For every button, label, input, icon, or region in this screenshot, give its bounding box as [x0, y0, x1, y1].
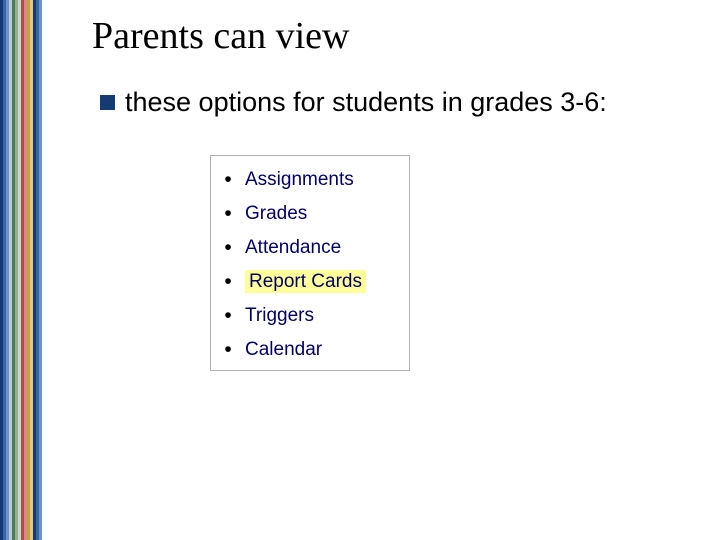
option-item[interactable]: •Triggers	[211, 298, 409, 332]
option-label: Calendar	[245, 340, 322, 359]
option-label: Attendance	[245, 238, 341, 257]
bullet-dot-icon: •	[211, 305, 245, 326]
slide: Parents can view these options for stude…	[0, 0, 720, 540]
option-label: Grades	[245, 204, 307, 223]
option-item[interactable]: •Calendar	[211, 332, 409, 366]
bullet-dot-icon: •	[211, 237, 245, 258]
bullet-text: these options for students in grades 3-6…	[125, 87, 607, 118]
option-label: Triggers	[245, 306, 314, 325]
option-item[interactable]: •Assignments	[211, 162, 409, 196]
bullet-dot-icon: •	[211, 203, 245, 224]
option-label: Report Cards	[245, 270, 366, 293]
option-item[interactable]: •Attendance	[211, 230, 409, 264]
stripe	[39, 0, 42, 540]
bullet-dot-icon: •	[211, 271, 245, 292]
options-panel: •Assignments•Grades•Attendance•Report Ca…	[210, 155, 410, 371]
bullet-dot-icon: •	[211, 169, 245, 190]
options-list: •Assignments•Grades•Attendance•Report Ca…	[211, 156, 409, 372]
option-item[interactable]: •Grades	[211, 196, 409, 230]
option-label: Assignments	[245, 170, 354, 189]
slide-title: Parents can view	[92, 14, 349, 58]
bullet-dot-icon: •	[211, 339, 245, 360]
option-item[interactable]: •Report Cards	[211, 264, 409, 298]
square-bullet-icon	[100, 95, 115, 110]
bullet-line: these options for students in grades 3-6…	[100, 87, 607, 118]
